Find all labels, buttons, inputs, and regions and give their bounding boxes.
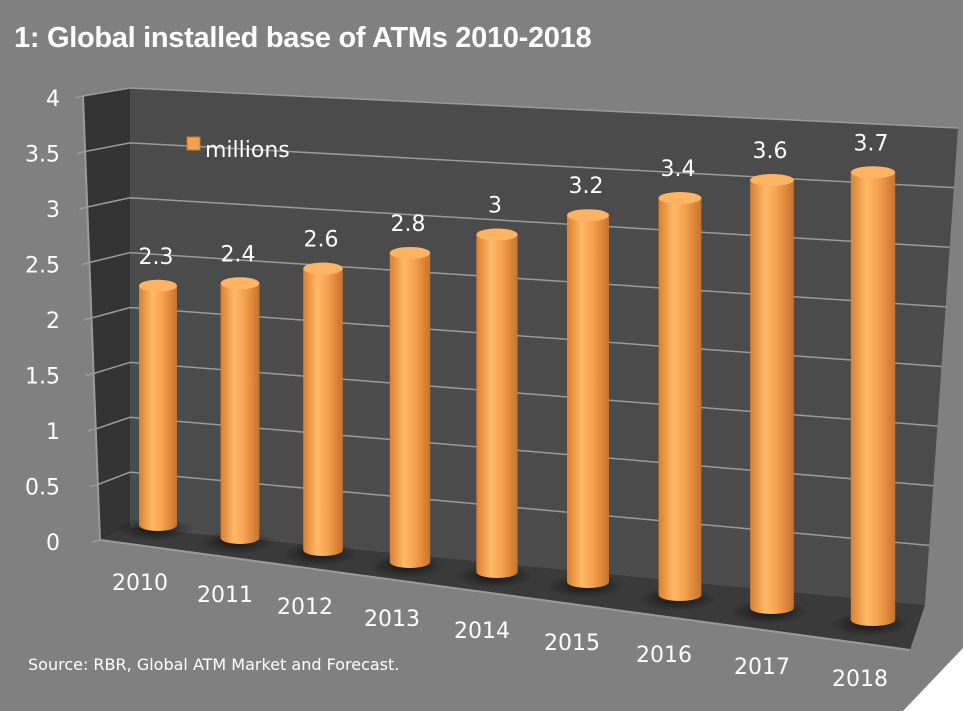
bar-top — [750, 174, 794, 187]
data-label: 3.7 — [854, 131, 889, 156]
bar-2011 — [220, 277, 260, 544]
y-tick-mark — [83, 317, 92, 321]
x-tick-label: 2010 — [112, 571, 168, 596]
x-tick-label: 2016 — [636, 643, 692, 668]
y-tick-label: 0 — [46, 531, 60, 556]
data-label: 2.8 — [391, 212, 426, 237]
bar-2017 — [750, 174, 794, 614]
y-tick-mark — [89, 483, 99, 488]
bar-body — [567, 215, 609, 588]
bar-2016 — [658, 192, 702, 601]
y-tick-label: 2 — [46, 309, 60, 334]
x-tick-label: 2013 — [364, 607, 420, 632]
y-tick-mark — [76, 150, 86, 155]
y-tick-mark — [79, 206, 88, 210]
bar-body — [389, 252, 431, 568]
bar-top — [567, 209, 609, 222]
bar-body — [303, 268, 343, 556]
corner-fold — [903, 648, 963, 711]
gridline — [84, 142, 954, 189]
data-label: 2.6 — [304, 228, 339, 253]
bar-2013 — [389, 246, 431, 568]
bar-body — [750, 180, 794, 614]
x-tick-label: 2012 — [277, 595, 333, 620]
data-label: 2.3 — [139, 245, 174, 270]
chart-title: 1: Global installed base of ATMs 2010-20… — [14, 22, 592, 54]
data-label: 2.4 — [221, 242, 256, 267]
x-tick-label: 2018 — [832, 667, 888, 692]
x-tick-label: 2014 — [454, 619, 510, 644]
bar-top — [476, 228, 518, 241]
bar-2014 — [476, 228, 518, 578]
y-tick-mark — [91, 539, 101, 543]
y-tick-label: 3 — [46, 198, 60, 223]
bar-body — [476, 234, 518, 578]
y-tick-mark — [87, 428, 96, 432]
bar-body — [139, 285, 177, 531]
bar-2018 — [850, 166, 896, 627]
bar-top — [850, 166, 896, 179]
y-tick-label: 3.5 — [25, 143, 60, 168]
data-label: 3 — [488, 194, 502, 219]
legend-swatch — [186, 136, 201, 151]
bar-2015 — [567, 209, 609, 588]
y-tick-mark — [85, 372, 94, 377]
y-tick-label: 0.5 — [25, 476, 60, 501]
y-tick-mark — [81, 261, 90, 266]
bar-top — [220, 277, 260, 290]
y-tick-mark — [74, 95, 84, 99]
x-tick-label: 2015 — [544, 631, 600, 656]
x-tick-label: 2017 — [734, 655, 790, 680]
gridline — [82, 87, 959, 129]
bar-body — [220, 283, 260, 544]
y-tick-label: 4 — [46, 87, 60, 112]
x-tick-label: 2011 — [197, 583, 253, 608]
y-tick-label: 1 — [46, 420, 60, 445]
y-tick-label: 1.5 — [25, 365, 60, 390]
bar-top — [303, 262, 343, 275]
data-label: 3.6 — [753, 139, 788, 164]
data-label: 3.4 — [661, 157, 696, 182]
bar-top — [389, 246, 431, 259]
legend: millions — [186, 136, 290, 163]
y-tick-label: 2.5 — [25, 254, 60, 279]
bar-top — [658, 192, 702, 205]
bar-2010 — [139, 279, 177, 531]
bar-2012 — [303, 262, 343, 556]
bar-body — [850, 172, 896, 627]
source-note: Source: RBR, Global ATM Market and Forec… — [28, 655, 400, 674]
bar-top — [139, 279, 177, 292]
data-label: 3.2 — [569, 174, 604, 199]
bar-body — [658, 198, 702, 601]
legend-label: millions — [205, 138, 290, 163]
